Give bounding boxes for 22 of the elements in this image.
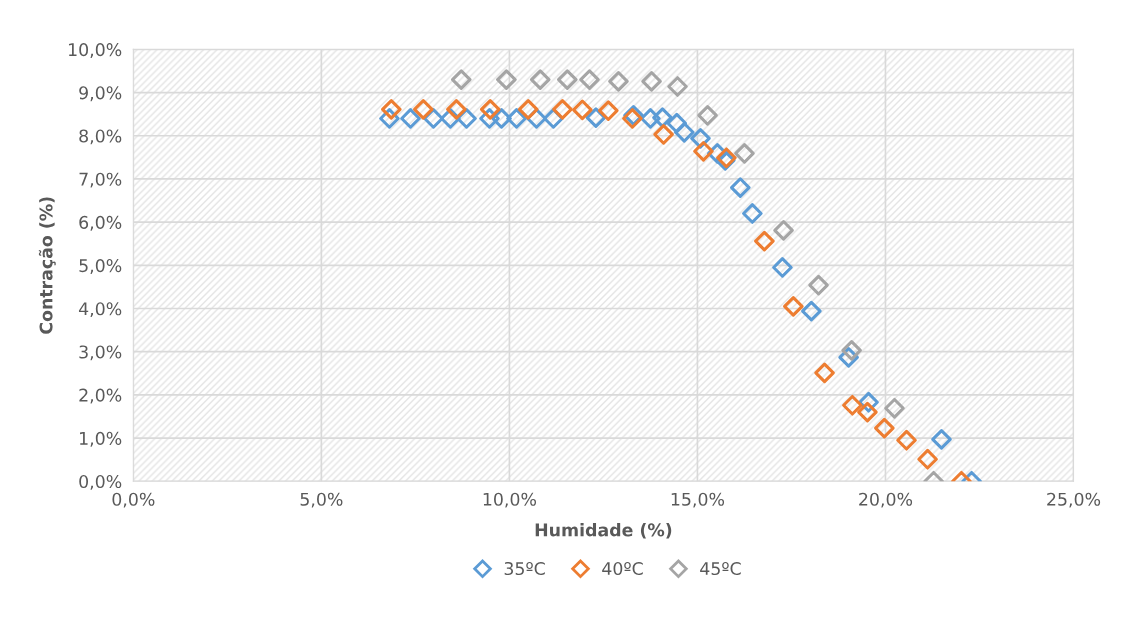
y-tick-label: 7,0% [79,172,122,188]
x-tick-label: 0,0% [112,492,155,508]
x-tick-label: 5,0% [300,492,343,508]
x-tick-label: 10,0% [483,492,537,508]
y-tick-label: 6,0% [79,215,122,231]
y-tick-label: 5,0% [79,259,122,274]
y-tick-label: 0,0% [79,474,122,490]
x-tick-label: 25,0% [1047,492,1101,508]
y-tick-label: 3,0% [79,345,122,361]
y-tick-label: 10,0% [68,43,122,58]
y-tick-label: 9,0% [79,86,122,102]
y-tick-label: 4,0% [78,302,122,318]
y-tick-label: 1,0% [80,431,122,447]
legend-label: 45ºC [700,561,741,576]
y-tick-label: 2,0% [79,388,122,404]
y-axis-title: Contração (%) [38,197,56,334]
x-tick-label: 15,0% [671,492,725,508]
x-axis-title: Humidade (%) [535,523,672,539]
legend-label: 40ºC [602,561,643,576]
legend-label: 35ºC [504,561,545,576]
y-tick-label: 8,0% [79,129,122,145]
x-tick-label: 20,0% [859,492,913,508]
